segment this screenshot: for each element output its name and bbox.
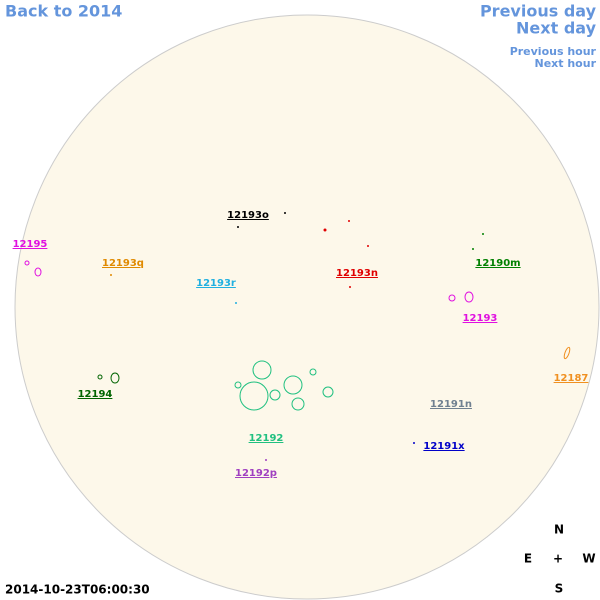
previous-day-link[interactable]: Previous day xyxy=(480,2,597,21)
spot xyxy=(235,302,237,304)
spot xyxy=(348,220,350,222)
region-label[interactable]: 12193 xyxy=(463,313,498,324)
region-label[interactable]: 12193q xyxy=(102,258,144,269)
spot xyxy=(284,212,286,214)
region-label[interactable]: 12195 xyxy=(13,239,48,250)
spot xyxy=(97,374,103,380)
back-link[interactable]: Back to 2014 xyxy=(5,2,122,21)
compass-north: N xyxy=(554,523,564,537)
region-label[interactable]: 12193n xyxy=(336,268,378,279)
spot xyxy=(110,274,112,276)
region-label[interactable]: 12191n xyxy=(430,399,472,410)
spot xyxy=(322,386,334,398)
spot xyxy=(110,372,120,384)
spot xyxy=(24,260,30,266)
next-day-link[interactable]: Next day xyxy=(516,19,597,38)
spot xyxy=(269,389,281,401)
spot xyxy=(563,346,571,360)
spot xyxy=(472,248,474,250)
spot xyxy=(413,442,415,444)
spot xyxy=(265,459,267,461)
solar-disk xyxy=(14,14,600,600)
spots xyxy=(24,212,571,461)
region-label[interactable]: 12193r xyxy=(196,278,236,289)
region-label[interactable]: 12193o xyxy=(227,210,269,221)
spot xyxy=(448,294,456,302)
region-label[interactable]: 12194 xyxy=(78,389,113,400)
next-hour-link[interactable]: Next hour xyxy=(535,57,597,70)
spot xyxy=(239,381,269,411)
spot xyxy=(291,397,305,411)
region-label[interactable]: 12192p xyxy=(235,468,277,479)
spot xyxy=(252,360,272,380)
compass-east: E xyxy=(524,552,532,566)
timestamp: 2014-10-23T06:00:30 xyxy=(5,583,150,597)
spot xyxy=(482,233,484,235)
compass-south: S xyxy=(555,582,564,596)
region-label[interactable]: 12191x xyxy=(423,441,465,452)
spot xyxy=(323,228,327,232)
region-label[interactable]: 12192 xyxy=(249,433,284,444)
previous-hour-link[interactable]: Previous hour xyxy=(510,45,597,58)
spot xyxy=(309,368,317,376)
region-label[interactable]: 12187 xyxy=(554,373,589,384)
compass-center: + xyxy=(553,552,563,566)
spot xyxy=(234,381,242,389)
compass-west: W xyxy=(582,552,595,566)
spot xyxy=(237,226,239,228)
spot xyxy=(464,291,474,303)
spot xyxy=(34,267,42,277)
spot xyxy=(349,286,351,288)
region-label[interactable]: 12190m xyxy=(475,258,520,269)
spot xyxy=(283,375,303,395)
spot xyxy=(367,245,369,247)
